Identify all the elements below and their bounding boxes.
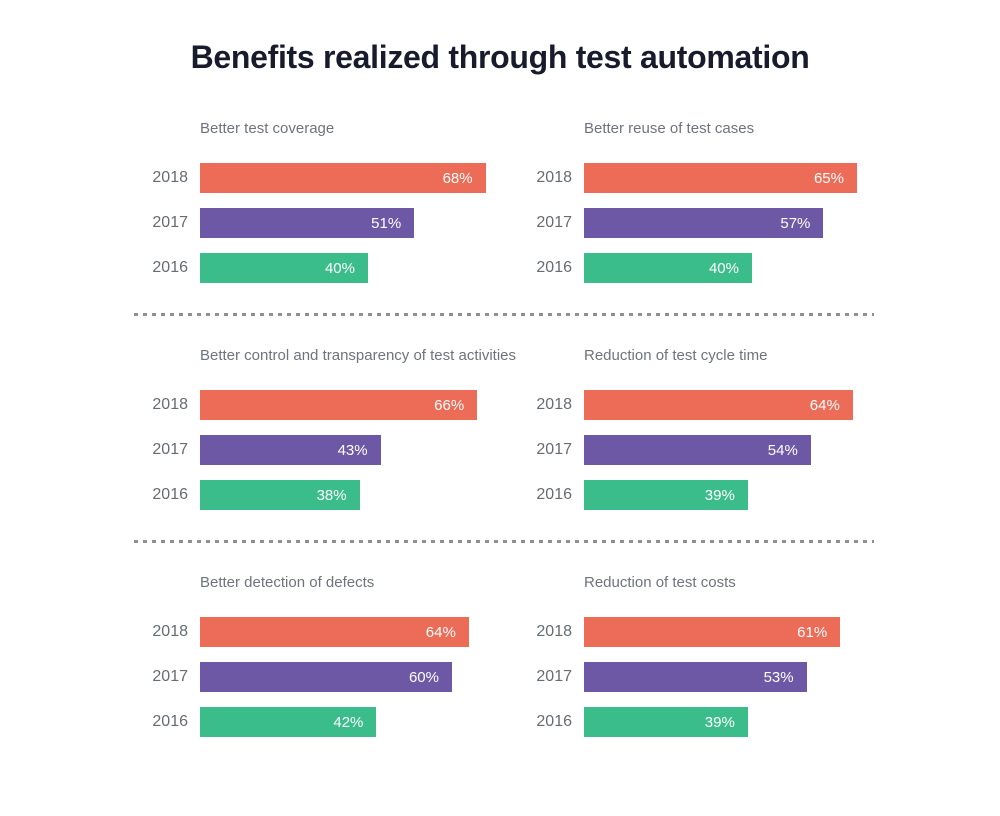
bar-value-label: 51%	[371, 214, 402, 232]
year-label: 2017	[152, 214, 188, 231]
bar-value-label: 66%	[434, 396, 465, 414]
chart-title: Better detection of defects	[200, 574, 375, 591]
year-label: 2018	[152, 169, 188, 186]
bar-row-2016: 2016 39%	[518, 480, 902, 510]
chart-grid-row-3: Better detection of defects 2018 64% 201…	[134, 573, 902, 737]
bar-row-2018: 2018 64%	[134, 617, 518, 647]
bar-value-label: 40%	[708, 259, 739, 277]
year-label: 2016	[536, 486, 572, 503]
bar-2016: 39%	[584, 480, 748, 510]
bar-value-label: 60%	[408, 668, 439, 686]
dashed-divider	[134, 313, 874, 316]
bar-row-2018: 2018 66%	[134, 390, 518, 420]
bar-row-2016: 2016 39%	[518, 707, 902, 737]
chart-title: Reduction of test costs	[584, 574, 736, 591]
bar-row-2018: 2018 64%	[518, 390, 902, 420]
bar-value-label: 43%	[337, 441, 368, 459]
year-label: 2017	[536, 668, 572, 685]
bar-value-label: 42%	[333, 713, 364, 731]
bar-value-label: 64%	[425, 623, 456, 641]
chart-title: Reduction of test cycle time	[584, 347, 768, 364]
bar-row-2016: 2016 42%	[134, 707, 518, 737]
bar-value-label: 38%	[316, 486, 347, 504]
bar-2017: 51%	[200, 208, 415, 238]
chart-reduction-of-test-cycle-time: Reduction of test cycle time 2018 64% 20…	[518, 346, 902, 510]
bar-2016: 42%	[200, 707, 377, 737]
bar-row-2016: 2016 40%	[518, 253, 902, 283]
bar-value-label: 64%	[809, 396, 840, 414]
bar-value-label: 65%	[813, 169, 844, 187]
page-title: Benefits realized through test automatio…	[190, 39, 810, 75]
bar-row-2016: 2016 38%	[134, 480, 518, 510]
bar-row-2016: 2016 40%	[134, 253, 518, 283]
chart-better-detection-of-defects: Better detection of defects 2018 64% 201…	[134, 573, 518, 737]
bar-row-2017: 2017 51%	[134, 208, 518, 238]
bar-2018: 66%	[200, 390, 478, 420]
chart-title: Better test coverage	[200, 120, 335, 137]
bar-row-2017: 2017 60%	[134, 662, 518, 692]
year-label: 2017	[152, 668, 188, 685]
year-label: 2018	[536, 169, 572, 186]
bar-2016: 40%	[584, 253, 752, 283]
bar-2016: 39%	[584, 707, 748, 737]
bar-2017: 53%	[584, 662, 807, 692]
bar-value-label: 39%	[704, 486, 735, 504]
bar-2017: 54%	[584, 435, 811, 465]
year-label: 2016	[536, 259, 572, 276]
chart-better-control-and-transparency: Better control and transparency of test …	[134, 346, 518, 510]
bar-2016: 38%	[200, 480, 360, 510]
bar-row-2018: 2018 61%	[518, 617, 902, 647]
bar-value-label: 68%	[442, 169, 473, 187]
bar-2018: 68%	[200, 163, 486, 193]
year-label: 2018	[536, 623, 572, 640]
bar-2018: 65%	[584, 163, 857, 193]
year-label: 2018	[152, 396, 188, 413]
charts-grid: Better test coverage 2018 68% 2017 51% 2…	[134, 119, 902, 737]
year-label: 2016	[152, 259, 188, 276]
bar-row-2017: 2017 57%	[518, 208, 902, 238]
bar-2017: 43%	[200, 435, 381, 465]
bar-2018: 64%	[584, 390, 853, 420]
bar-2016: 40%	[200, 253, 368, 283]
chart-grid-row-2: Better control and transparency of test …	[134, 346, 902, 510]
bar-2018: 64%	[200, 617, 469, 647]
bar-value-label: 57%	[780, 214, 811, 232]
bar-2018: 61%	[584, 617, 841, 647]
year-label: 2018	[152, 623, 188, 640]
chart-title: Better control and transparency of test …	[200, 347, 516, 364]
bar-value-label: 54%	[767, 441, 798, 459]
bar-row-2017: 2017 53%	[518, 662, 902, 692]
bar-row-2017: 2017 54%	[518, 435, 902, 465]
year-label: 2018	[536, 396, 572, 413]
chart-better-reuse-of-test-cases: Better reuse of test cases 2018 65% 2017…	[518, 119, 902, 283]
year-label: 2016	[152, 486, 188, 503]
bar-value-label: 61%	[797, 623, 828, 641]
bar-value-label: 53%	[763, 668, 794, 686]
bar-row-2018: 2018 68%	[134, 163, 518, 193]
chart-title: Better reuse of test cases	[584, 120, 755, 137]
year-label: 2016	[536, 713, 572, 730]
chart-reduction-of-test-costs: Reduction of test costs 2018 61% 2017 53…	[518, 573, 902, 737]
year-label: 2017	[536, 214, 572, 231]
bar-2017: 60%	[200, 662, 452, 692]
bar-value-label: 39%	[704, 713, 735, 731]
bar-row-2017: 2017 43%	[134, 435, 518, 465]
year-label: 2016	[152, 713, 188, 730]
year-label: 2017	[152, 441, 188, 458]
year-label: 2017	[536, 441, 572, 458]
chart-better-test-coverage: Better test coverage 2018 68% 2017 51% 2…	[134, 119, 518, 283]
bar-value-label: 40%	[324, 259, 355, 277]
bar-2017: 57%	[584, 208, 824, 238]
bar-row-2018: 2018 65%	[518, 163, 902, 193]
chart-grid-row-1: Better test coverage 2018 68% 2017 51% 2…	[134, 119, 902, 283]
dashed-divider	[134, 540, 874, 543]
